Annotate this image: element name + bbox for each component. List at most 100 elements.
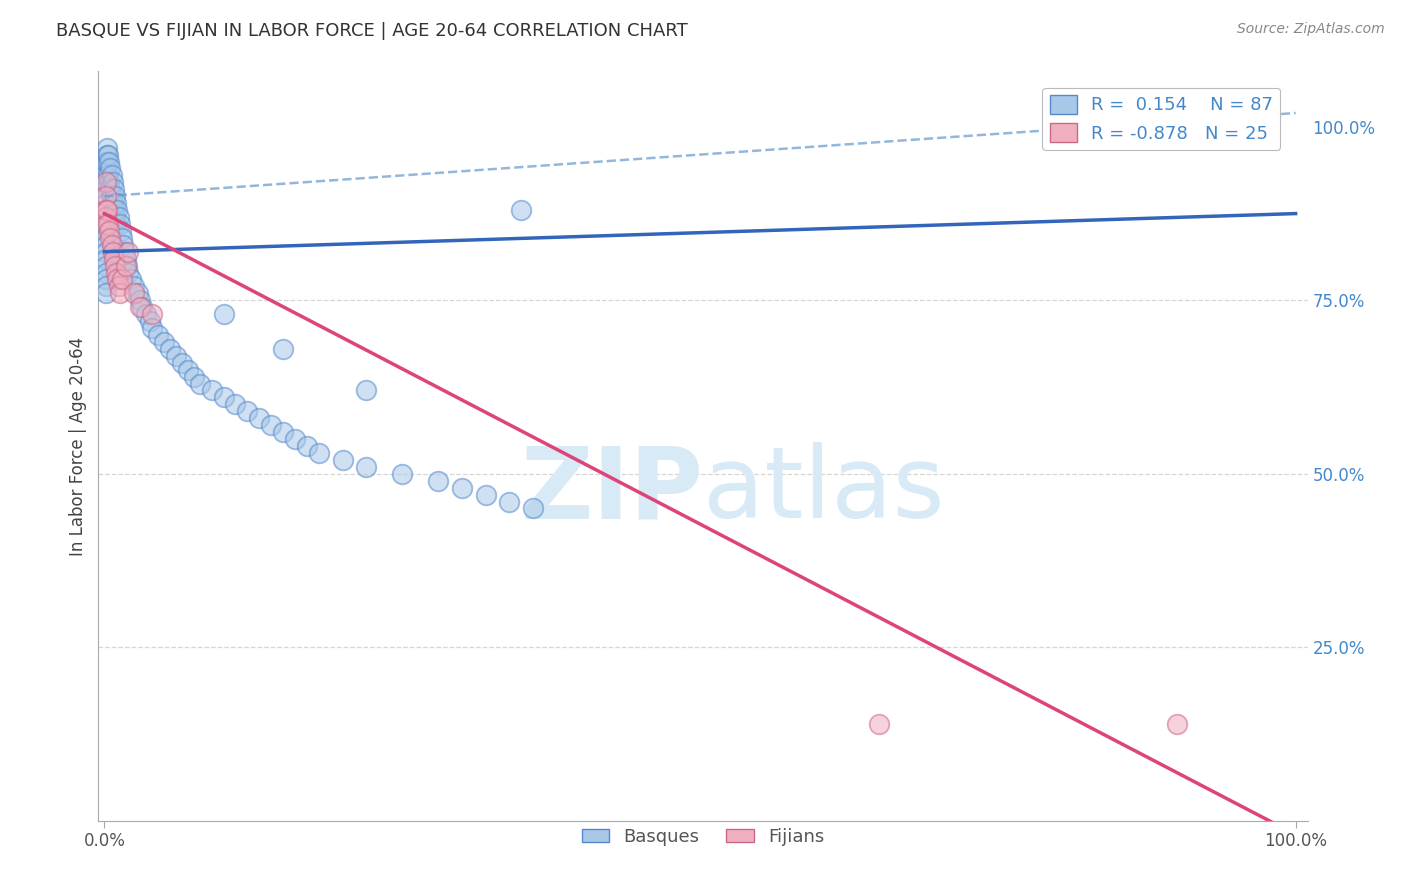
Point bbox=[100, 189, 122, 203]
Point bbox=[108, 286, 131, 301]
Point bbox=[104, 210, 127, 224]
Text: atlas: atlas bbox=[703, 442, 945, 540]
Point bbox=[104, 189, 127, 203]
Point bbox=[159, 342, 181, 356]
Point bbox=[165, 349, 187, 363]
Point bbox=[94, 203, 117, 218]
Point bbox=[111, 272, 134, 286]
Point bbox=[247, 411, 270, 425]
Point bbox=[98, 154, 121, 169]
Point bbox=[103, 252, 125, 266]
Point bbox=[131, 300, 153, 314]
Point bbox=[111, 231, 134, 245]
Point bbox=[96, 154, 118, 169]
Point bbox=[97, 147, 120, 161]
Point bbox=[122, 286, 145, 301]
Point bbox=[101, 196, 124, 211]
Point bbox=[98, 231, 121, 245]
Point bbox=[94, 237, 117, 252]
Point bbox=[117, 266, 139, 280]
Point bbox=[94, 169, 117, 183]
Point bbox=[94, 189, 117, 203]
Point bbox=[94, 182, 117, 196]
Point bbox=[115, 259, 138, 273]
Point bbox=[104, 259, 127, 273]
Point bbox=[188, 376, 211, 391]
Point bbox=[114, 259, 136, 273]
Point bbox=[107, 279, 129, 293]
Point bbox=[146, 328, 169, 343]
Point bbox=[356, 384, 378, 398]
Point bbox=[141, 321, 163, 335]
Point bbox=[94, 231, 117, 245]
Point bbox=[94, 210, 117, 224]
Point bbox=[94, 286, 117, 301]
Point bbox=[94, 266, 117, 280]
Point bbox=[177, 362, 200, 376]
Point bbox=[474, 487, 496, 501]
Point bbox=[94, 252, 117, 266]
Point bbox=[271, 425, 294, 439]
Point bbox=[98, 224, 121, 238]
Point bbox=[129, 293, 152, 308]
Point bbox=[141, 307, 163, 321]
Point bbox=[295, 439, 318, 453]
Point bbox=[101, 175, 124, 189]
Text: BASQUE VS FIJIAN IN LABOR FORCE | AGE 20-64 CORRELATION CHART: BASQUE VS FIJIAN IN LABOR FORCE | AGE 20… bbox=[56, 22, 688, 40]
Point bbox=[120, 272, 142, 286]
Point bbox=[94, 154, 117, 169]
Point bbox=[94, 244, 117, 259]
Point bbox=[107, 210, 129, 224]
Point bbox=[97, 169, 120, 183]
Point bbox=[97, 217, 120, 231]
Point bbox=[103, 203, 125, 218]
Point bbox=[122, 279, 145, 293]
Point bbox=[522, 501, 544, 516]
Point bbox=[94, 279, 117, 293]
Point bbox=[107, 272, 129, 286]
Point bbox=[94, 161, 117, 176]
Point bbox=[271, 342, 294, 356]
Point bbox=[105, 266, 128, 280]
Point bbox=[224, 397, 246, 411]
Point bbox=[868, 716, 890, 731]
Point bbox=[98, 182, 121, 196]
Point bbox=[108, 217, 131, 231]
Point bbox=[114, 244, 136, 259]
Point bbox=[94, 203, 117, 218]
Point bbox=[94, 217, 117, 231]
Point bbox=[98, 161, 121, 176]
Point bbox=[94, 210, 117, 224]
Point bbox=[183, 369, 205, 384]
Point bbox=[450, 481, 472, 495]
Point bbox=[96, 203, 118, 218]
Point bbox=[153, 334, 176, 349]
Point bbox=[94, 175, 117, 189]
Point bbox=[112, 237, 135, 252]
Point bbox=[98, 175, 121, 189]
Point bbox=[94, 272, 117, 286]
Point bbox=[356, 459, 378, 474]
Point bbox=[260, 418, 283, 433]
Point bbox=[100, 237, 122, 252]
Point bbox=[107, 203, 129, 218]
Point bbox=[96, 147, 118, 161]
Point bbox=[200, 384, 222, 398]
Point bbox=[110, 224, 132, 238]
Point bbox=[100, 169, 122, 183]
Point bbox=[101, 244, 124, 259]
Point bbox=[94, 259, 117, 273]
Point bbox=[114, 252, 136, 266]
Point bbox=[391, 467, 413, 481]
Legend: Basques, Fijians: Basques, Fijians bbox=[575, 821, 831, 853]
Point bbox=[426, 474, 449, 488]
Point bbox=[284, 432, 307, 446]
Point bbox=[96, 141, 118, 155]
Point bbox=[129, 300, 152, 314]
Point bbox=[498, 494, 520, 508]
Point bbox=[212, 391, 235, 405]
Point bbox=[94, 196, 117, 211]
Point bbox=[236, 404, 259, 418]
Point bbox=[135, 307, 157, 321]
Point bbox=[212, 307, 235, 321]
